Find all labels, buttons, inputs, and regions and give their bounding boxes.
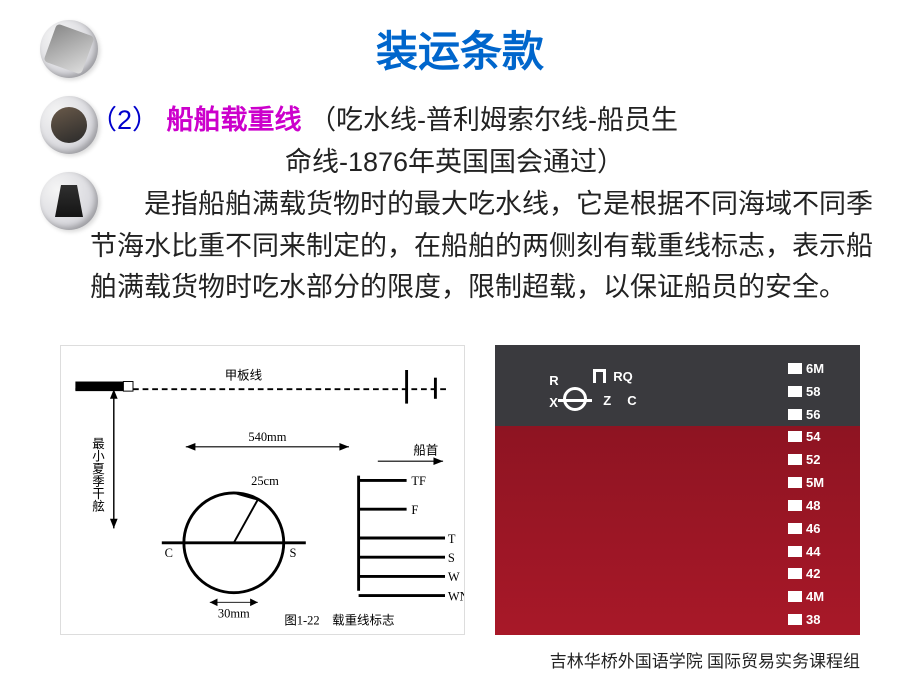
svg-text:S: S: [289, 546, 296, 560]
scale-mark: 44: [788, 546, 848, 557]
scale-mark: 48: [788, 500, 848, 511]
svg-text:最小夏季干舷: 最小夏季干舷: [90, 437, 104, 512]
draft-scale: 6M 58 56 54 52 5M 48 46 44 42 4M 38: [788, 363, 848, 625]
footer-credit: 吉林华桥外国语学院 国际贸易实务课程组: [550, 647, 860, 672]
svg-text:WN: WN: [448, 589, 464, 603]
scale-mark: 56: [788, 409, 848, 420]
svg-text:25cm: 25cm: [251, 474, 279, 488]
svg-text:船首: 船首: [413, 443, 438, 457]
decorative-icon: [40, 20, 98, 78]
scale-mark: 52: [788, 454, 848, 465]
svg-text:C: C: [165, 546, 173, 560]
scale-mark: 54: [788, 431, 848, 442]
scale-mark: 4M: [788, 591, 848, 602]
svg-text:图1-22 载重线标志: 图1-22 载重线标志: [284, 612, 394, 627]
svg-text:T: T: [448, 532, 456, 546]
content-block: （2） 船舶载重线 （吃水线-普利姆索尔线-船员生 命线-1876年英国国会通过…: [90, 100, 880, 309]
term-sub1: （吃水线-普利姆索尔线-船员生: [309, 105, 678, 135]
item-number: （2）: [90, 105, 159, 135]
plimsoll-mark: R X RQ Z C: [563, 387, 587, 411]
svg-text:S: S: [448, 551, 455, 565]
svg-text:W: W: [448, 570, 460, 584]
svg-text:F: F: [411, 503, 418, 517]
term-highlight: 船舶载重线: [167, 105, 302, 135]
scale-mark: 6M: [788, 363, 848, 374]
scale-mark: 58: [788, 386, 848, 397]
scale-mark: 42: [788, 568, 848, 579]
svg-text:30mm: 30mm: [218, 607, 250, 621]
slide-title: 装运条款: [0, 0, 920, 79]
scale-mark: 5M: [788, 477, 848, 488]
body-text: 是指船舶满载货物时的最大吃水线，它是根据不同海域不同季节海水比重不同来制定的，在…: [90, 184, 880, 310]
svg-text:甲板线: 甲板线: [225, 369, 262, 383]
svg-text:TF: TF: [411, 474, 426, 488]
slide: 装运条款 （2） 船舶载重线 （吃水线-普利姆索尔线-船员生 命线-1876年英…: [0, 0, 920, 690]
scale-mark: 46: [788, 523, 848, 534]
scale-mark: 38: [788, 614, 848, 625]
svg-text:540mm: 540mm: [248, 430, 286, 444]
load-line-diagram: 甲板线 最小夏季干舷 540mm 船首: [60, 345, 465, 635]
term-sub2: 命线-1876年英国国会通过）: [285, 147, 624, 177]
ship-hull-photo: R X RQ Z C 6M 58 56 54 52 5M 48 46 44: [495, 345, 860, 635]
images-row: 甲板线 最小夏季干舷 540mm 船首: [60, 345, 860, 635]
